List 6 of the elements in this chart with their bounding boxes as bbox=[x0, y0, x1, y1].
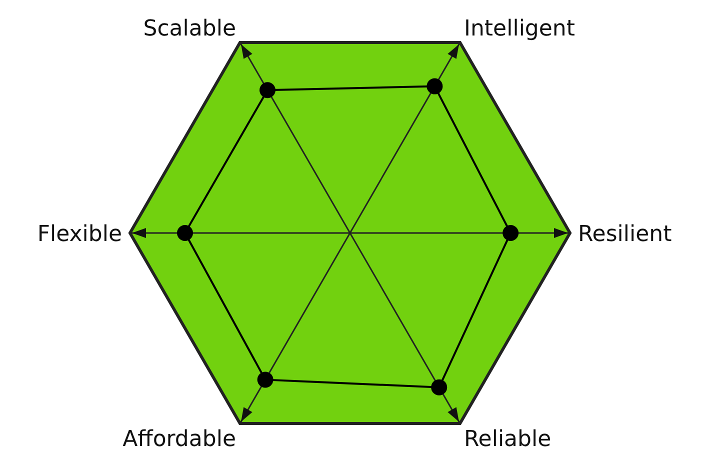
spoke-label: Resilient bbox=[578, 222, 672, 247]
spoke-label: Reliable bbox=[464, 427, 552, 452]
spoke-label: Affordable bbox=[122, 427, 236, 452]
spoke-label: Intelligent bbox=[464, 16, 576, 42]
spoke-label: Flexible bbox=[37, 222, 122, 247]
spoke-label: Scalable bbox=[143, 16, 236, 42]
